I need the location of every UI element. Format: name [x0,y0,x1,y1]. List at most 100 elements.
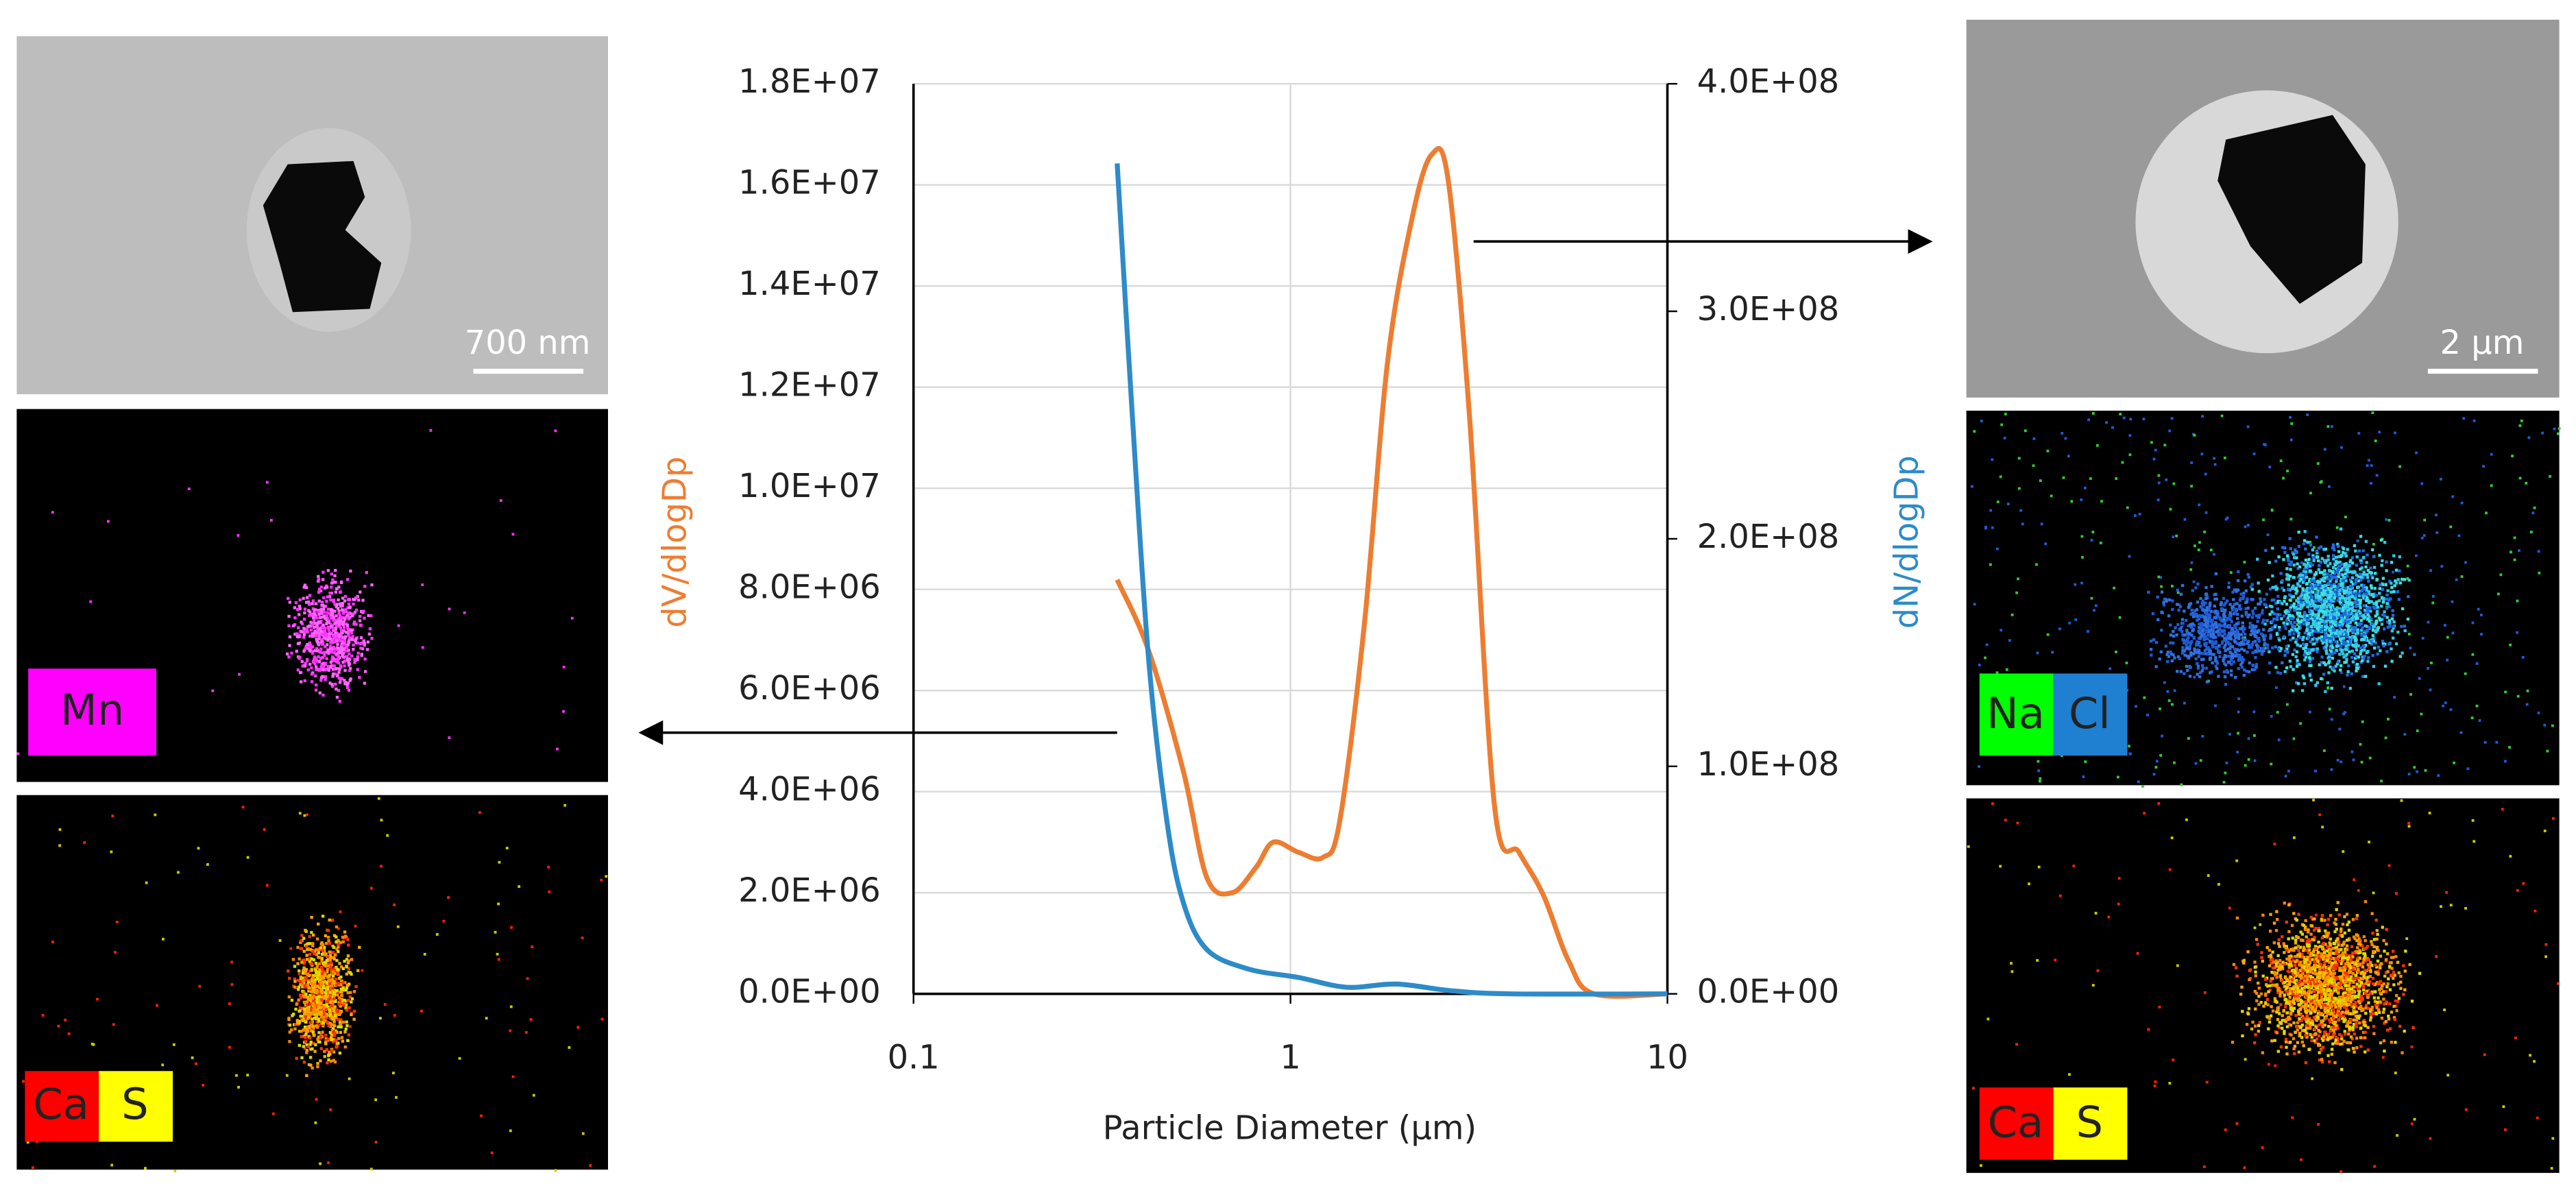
eds-dot [2015,1043,2018,1045]
eds-dot [348,1078,351,1080]
eds-dot [2240,633,2243,636]
eds-dot [2464,561,2467,564]
eds-dot [2194,613,2197,616]
eds-dot [307,609,310,612]
eds-dot [313,1011,315,1013]
eds-dot [336,971,339,974]
eds-dot [2490,453,2493,456]
eds-dot [2274,666,2277,668]
eds-dot [2446,636,2449,639]
eds-dot [2329,666,2331,668]
eds-dot [2289,608,2292,611]
eds-dot [2531,511,2534,514]
eds-dot [2217,675,2220,677]
eds-dot [2036,959,2039,962]
eds-dot [2378,592,2381,594]
eds-dot [2325,559,2328,562]
eds-dot [2293,556,2296,559]
eds-dot [2200,633,2203,636]
eds-dot [2235,636,2237,639]
eds-dot [2346,594,2348,596]
eds-dot [2314,630,2317,633]
eds-dot [2479,719,2481,722]
eds-dot [2394,579,2396,582]
eds-dot [2326,617,2329,620]
eds-dot [348,641,350,644]
eds-dot [447,896,450,899]
eds-dot [2180,784,2183,786]
eds-dot [2364,625,2367,627]
eds-dot [392,1072,395,1074]
eds-dot [2302,563,2305,566]
eds-dot [2321,620,2324,622]
eds-dot [2254,926,2257,929]
eds-dot [351,638,354,640]
eds-dot [2270,636,2272,638]
eds-dot [2160,629,2163,631]
eds-dot [304,646,307,649]
eds-dot [2320,636,2323,638]
eds-dot [2341,595,2344,598]
eds-dot [2376,653,2379,655]
eds-dot [2193,647,2196,650]
eds-dot [2543,724,2546,727]
eds-dot [2168,598,2171,601]
eds-dot [2345,555,2348,557]
eds-dot [312,984,315,987]
eds-dot [2372,977,2374,980]
eds-dot [2403,733,2406,736]
eds-dot [326,611,328,614]
eds-dot [324,934,327,937]
eds-dot [331,611,334,614]
eds-dot [2372,634,2374,637]
eds-dot [2365,1004,2368,1006]
eds-dot [2274,645,2277,648]
eds-dot [2395,892,2398,895]
eds-dot [2228,733,2231,736]
eds-dot [315,634,317,637]
eds-dot [329,996,332,999]
eds-dot [2350,596,2353,598]
eds-dot [2340,649,2342,651]
eds-dot [2265,604,2268,607]
eds-dot [298,958,301,960]
eds-dot [2179,605,2182,608]
eds-dot [340,629,343,632]
eds-dot [2343,661,2346,664]
eds-dot [2338,609,2341,612]
eds-dot [2415,452,2418,455]
eds-dot [306,948,308,951]
eds-dot [2214,659,2217,662]
eds-dot [2059,895,2062,897]
eds-dot [2261,1146,2264,1149]
eds-dot [321,915,324,917]
eds-dot [145,882,148,884]
eds-dot [2284,670,2287,673]
eds-dot [51,511,54,513]
eds-dot [2359,653,2361,655]
eds-dot [2388,619,2391,622]
eds-dot [356,642,359,644]
eds-dot [2168,699,2171,702]
eds-dot [2270,715,2273,718]
eds-dot [339,1031,342,1034]
eds-dot [2196,583,2199,585]
eds-dot [2361,549,2364,552]
eds-dot [2365,540,2368,543]
eds-dot [395,1096,398,1099]
eds-dot [1989,509,1992,512]
eds-dot [2161,590,2163,593]
eds-dot [2196,601,2199,603]
eds-dot [2193,637,2196,640]
eds-dot [231,983,234,986]
eds-dot [2342,655,2345,658]
eds-dot [335,614,337,617]
eds-dot [2311,601,2313,604]
eds-dot [2251,616,2254,618]
eds-dot [2244,638,2247,641]
eds-dot [2538,712,2540,714]
eds-dot [2236,751,2239,753]
element-label: Cl [2069,688,2111,738]
eds-dot [2383,610,2385,613]
eds-dot [2352,615,2355,618]
